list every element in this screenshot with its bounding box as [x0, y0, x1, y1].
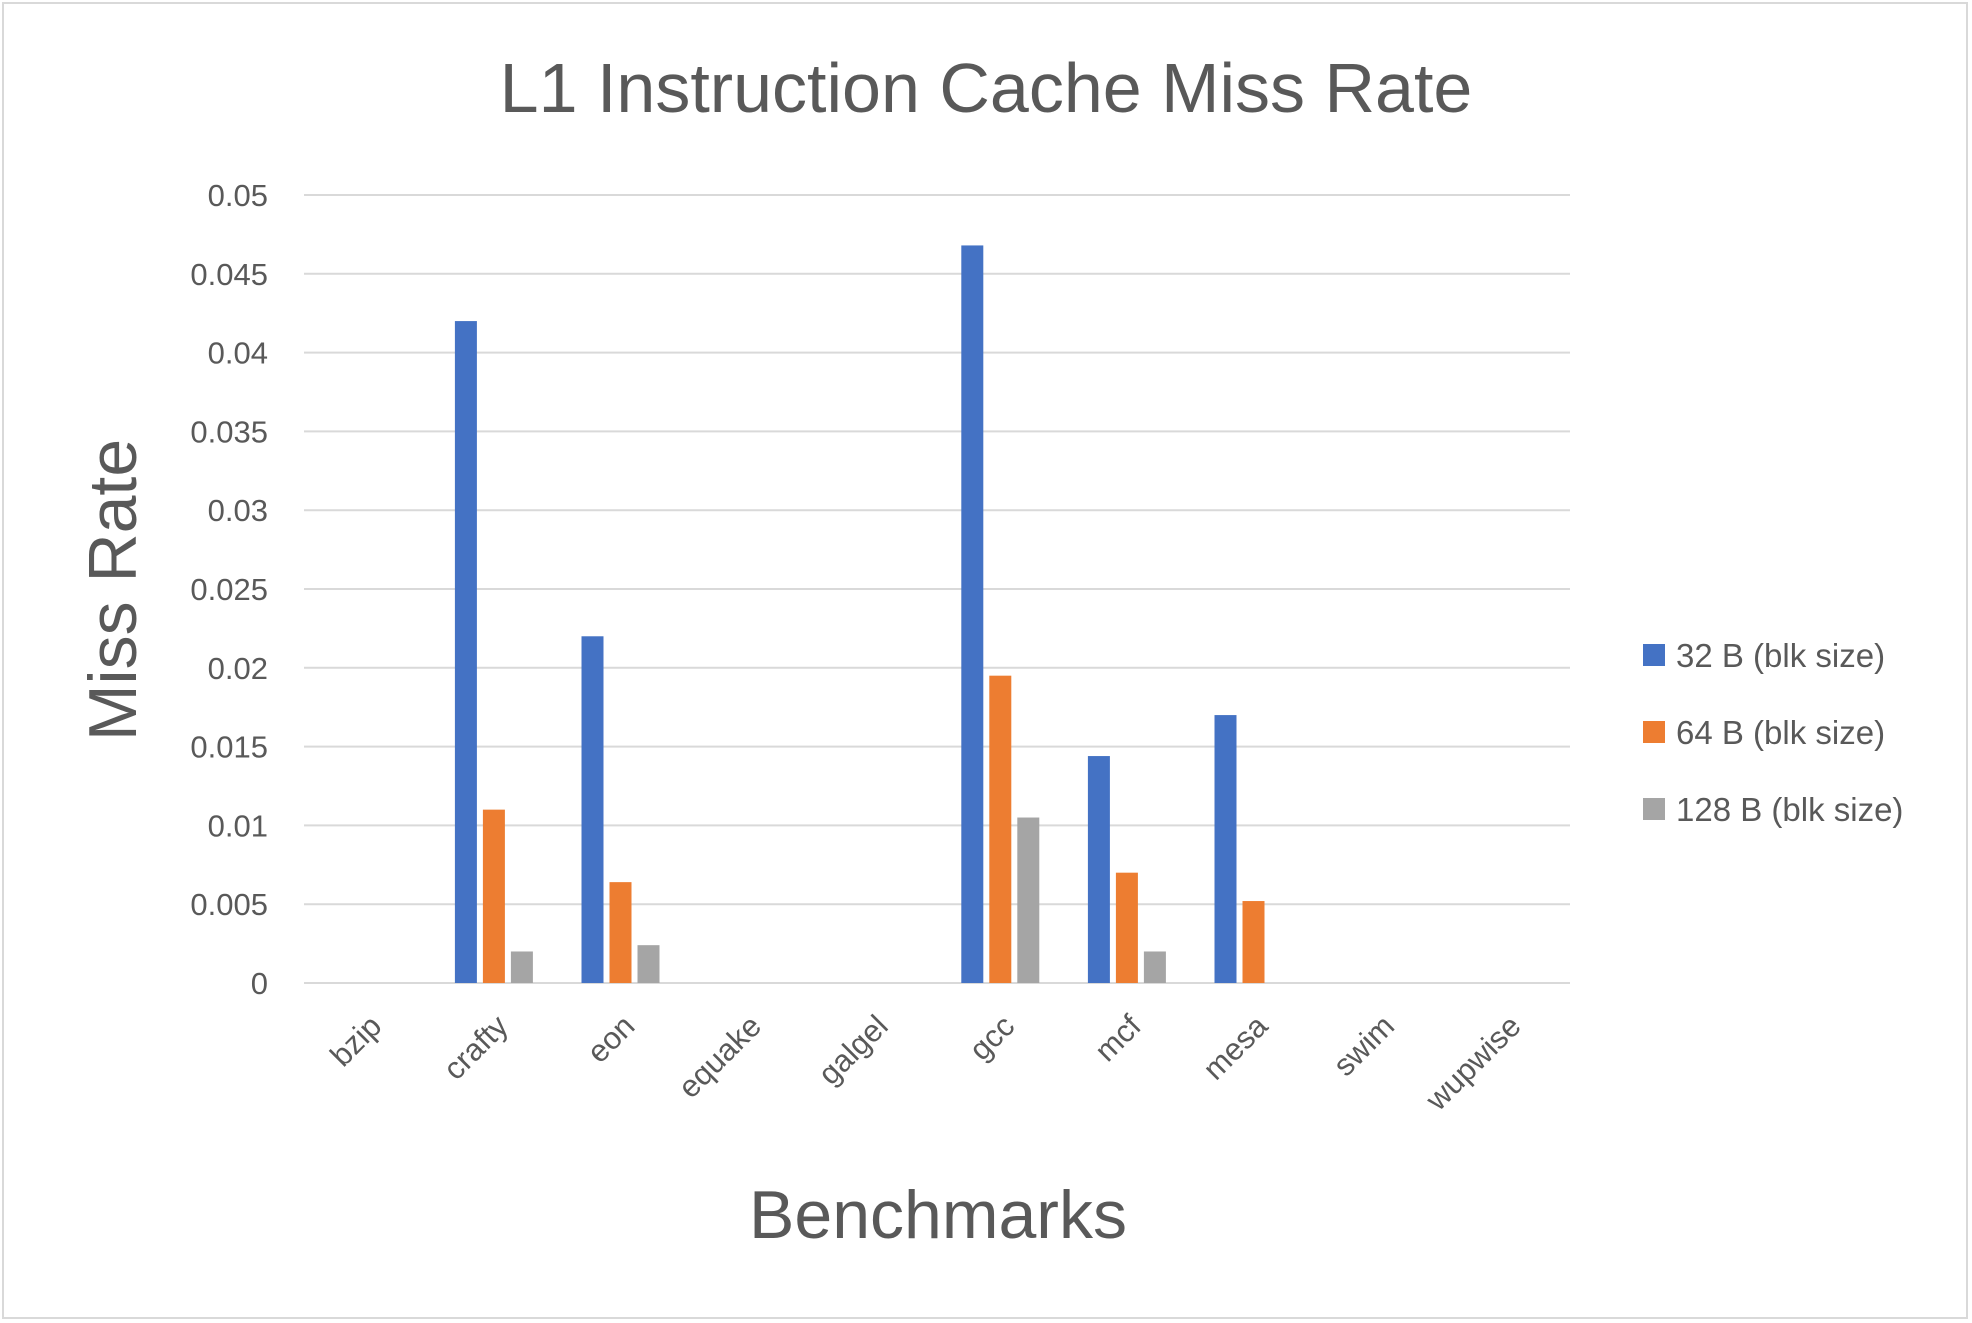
bar-mcf-series-3 — [1143, 951, 1166, 983]
y-tick-label: 0.05 — [208, 178, 268, 213]
x-tick-label: crafty — [437, 1008, 516, 1087]
bars — [454, 245, 1265, 984]
y-tick-label: 0.03 — [208, 493, 268, 528]
x-tick-label: mcf — [1088, 1008, 1148, 1068]
bar-gcc-series-2 — [989, 675, 1012, 983]
bar-mcf-series-1 — [1087, 756, 1110, 983]
legend-label: 32 B (blk size) — [1676, 637, 1885, 674]
legend-label: 64 B (blk size) — [1676, 714, 1885, 751]
legend-label: 128 B (blk size) — [1676, 791, 1903, 828]
bar-crafty-series-2 — [482, 809, 505, 983]
x-tick-label: galgel — [811, 1008, 894, 1091]
y-tick-labels: 0 0.005 0.01 0.015 0.02 0.025 0.03 0.035 0.04 0.0… — [190, 178, 268, 1001]
x-tick-labels: bzip crafty eon equake galgel gcc mcf mesa swim w… — [323, 1008, 1527, 1118]
x-tick-label: eon — [580, 1008, 641, 1069]
bar-eon-series-1 — [581, 636, 604, 983]
bar-gcc-series-1 — [961, 245, 984, 983]
legend-swatch — [1643, 721, 1665, 743]
bar-crafty-series-3 — [510, 951, 533, 983]
legend-swatch — [1643, 798, 1665, 820]
y-tick-label: 0.045 — [190, 257, 268, 292]
x-tick-label: gcc — [962, 1008, 1021, 1067]
y-tick-label: 0.02 — [208, 651, 268, 686]
chart-title: L1 Instruction Cache Miss Rate — [500, 49, 1473, 127]
x-tick-label: swim — [1326, 1008, 1401, 1083]
y-tick-label: 0.01 — [208, 808, 268, 843]
bar-mesa-series-2 — [1242, 901, 1265, 983]
y-axis-label: Miss Rate — [75, 439, 151, 741]
legend-swatch — [1643, 644, 1665, 666]
y-tick-label: 0.035 — [190, 414, 268, 449]
y-tick-label: 0.04 — [208, 336, 268, 371]
y-tick-label: 0.015 — [190, 730, 268, 765]
bar-gcc-series-3 — [1017, 817, 1040, 983]
y-tick-label: 0.025 — [190, 572, 268, 607]
x-tick-label: wupwise — [1418, 1008, 1528, 1118]
x-tick-label: mesa — [1196, 1008, 1275, 1087]
x-tick-label: equake — [671, 1008, 768, 1105]
y-tick-label: 0 — [251, 966, 268, 1001]
bar-mesa-series-1 — [1214, 715, 1237, 983]
bar-eon-series-3 — [637, 945, 660, 983]
bar-crafty-series-1 — [454, 321, 477, 984]
legend: 32 B (blk size) 64 B (blk size) 128 B (blk… — [1643, 637, 1903, 828]
y-tick-label: 0.005 — [190, 887, 268, 922]
x-axis-label: Benchmarks — [749, 1177, 1127, 1253]
x-tick-label: bzip — [323, 1008, 388, 1073]
bar-eon-series-2 — [609, 882, 632, 983]
bar-mcf-series-2 — [1115, 872, 1138, 983]
